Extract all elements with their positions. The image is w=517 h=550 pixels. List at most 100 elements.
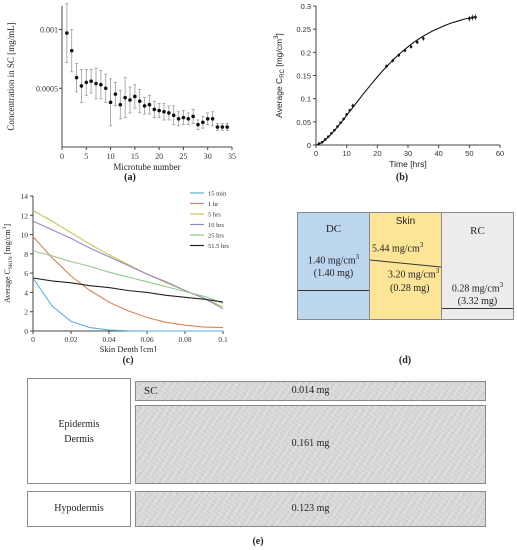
data-point-a-5	[89, 79, 93, 83]
rc-level-line	[442, 308, 513, 309]
data-point-b-12	[385, 64, 388, 68]
x-tick-label-a-0: 0	[60, 152, 64, 161]
y-axis-label-b-part-1: RC	[280, 68, 286, 77]
panel-label-a: (a)	[124, 172, 136, 183]
series-line-c-1	[32, 236, 224, 329]
sc-label: SC	[144, 385, 158, 397]
legend-label-c-3: 10 hrs	[208, 222, 225, 229]
chart-c: 0 0.02 0.04 0.06 0.08 0.1 0 2 4 6 8 10 12 14 15 min 1 h…	[2, 191, 229, 353]
data-point-a-20	[162, 109, 166, 114]
dc-compartment: DC 1.40 mg/cm3 (1.40 mg)	[297, 212, 370, 320]
data-point-a-26	[191, 114, 195, 119]
y-tick-label-c-6: 12	[21, 211, 29, 220]
data-point-a-22	[171, 113, 176, 118]
y-tick-label-c-0: 0	[24, 327, 28, 336]
y-axis-label-c-part-3: 3	[2, 226, 8, 229]
data-point-a-1	[69, 48, 74, 53]
rc-title: RC	[470, 225, 485, 237]
data-point-b-5	[333, 128, 336, 132]
series-line-c-5	[32, 277, 224, 303]
data-point-a-16	[142, 104, 147, 108]
skin-title: Skin	[395, 216, 416, 227]
series-line-c-4	[32, 250, 224, 304]
x-tick-label-a-2: 10	[107, 152, 115, 161]
data-point-a-28	[201, 120, 205, 125]
y-tick-label-c-3: 6	[24, 269, 28, 278]
diagram-d: DC 1.40 mg/cm3 (1.40 mg) Skin 5.44 mg/cm…	[297, 212, 514, 320]
dermis-value: 0.161 mg	[291, 438, 330, 449]
data-point-a-15	[137, 99, 142, 103]
legend-label-c-5: 51.5 hrs	[208, 243, 229, 250]
y-tick-label-c-5: 10	[21, 231, 29, 240]
x-tick-label-a-5: 25	[179, 152, 187, 161]
data-point-a-25	[186, 117, 191, 121]
y-axis-label-c-part-2: [mg/cm	[3, 229, 12, 257]
dc-mass: (1.40 mg)	[313, 268, 354, 279]
data-point-a-19	[157, 108, 161, 113]
data-point-b-0	[317, 142, 321, 145]
series-line-c-3	[32, 220, 224, 310]
rc-concentration: 0.28 mg/cm3	[451, 281, 504, 295]
sc-value: 0.014 mg	[291, 385, 330, 396]
data-point-a-33	[225, 125, 229, 129]
data-point-a-31	[215, 125, 220, 129]
data-point-b-16	[409, 45, 413, 49]
x-tick-label-a-1: 5	[84, 152, 88, 161]
data-point-a-4	[84, 80, 89, 85]
data-point-b-9	[345, 113, 348, 116]
data-point-a-7	[99, 82, 103, 87]
data-point-a-9	[108, 100, 113, 105]
panel-label-c: (c)	[122, 355, 134, 366]
x-tick-label-b-3: 30	[404, 149, 412, 158]
data-point-b-15	[403, 49, 407, 52]
skin-gradient-line	[370, 259, 441, 268]
data-point-a-17	[147, 102, 152, 107]
data-point-a-6	[94, 81, 98, 86]
dc-concentration: 1.40 mg/cm3	[307, 253, 360, 267]
x-tick-label-b-2: 20	[373, 149, 381, 158]
x-tick-label-c-4: 0.08	[178, 335, 191, 344]
y-tick-label-b-3: 0.15	[296, 72, 311, 81]
chart-b: 0 10 20 30 40 50 60 0 0.05 0.1 0.15 0.2 0.25 0.3 Time …	[274, 2, 504, 169]
data-point-a-24	[181, 115, 186, 120]
y-tick-label-b-0: 0	[307, 141, 311, 150]
hypodermis-label-box: Hypodermis	[27, 491, 131, 527]
x-axis-label-b: Time [hrs]	[389, 159, 426, 169]
data-point-a-27	[196, 122, 200, 127]
data-point-b-19	[468, 17, 471, 20]
y-axis-label-b-part-0: Average C	[274, 78, 284, 118]
dermis-label: Dermis	[64, 434, 94, 445]
data-point-a-8	[103, 86, 108, 91]
diagram-e: Epidermis Dermis SC 0.014 mg 0.161 mg Hy…	[0, 370, 517, 550]
epidermis-label: Epidermis	[58, 419, 100, 430]
x-tick-label-a-4: 20	[155, 152, 163, 161]
x-tick-label-b-0: 0	[314, 149, 318, 158]
data-point-b-14	[397, 53, 401, 57]
data-point-b-2	[323, 138, 327, 141]
x-axis-label-a: Microtube number	[113, 162, 180, 170]
data-point-a-13	[128, 98, 132, 102]
y-axis-label-b-part-3: 3	[274, 35, 280, 39]
y-axis-label-b-part-2: [mg/cm	[274, 39, 284, 69]
data-point-b-10	[348, 108, 352, 112]
x-tick-label-a-7: 35	[228, 152, 236, 161]
dc-title: DC	[325, 223, 342, 235]
x-tick-label-c-5: 0.1	[218, 335, 228, 344]
x-axis-label-c: Skin Depth [cm]	[100, 344, 157, 352]
y-axis-label-c-part-4: ]	[3, 224, 12, 227]
y-tick-label-c-7: 14	[21, 192, 29, 201]
hypodermis-value: 0.123 mg	[291, 503, 330, 514]
x-tick-label-c-0: 0	[31, 335, 35, 344]
series-line-c-0	[32, 277, 223, 332]
y-axis-label-c: Average CSKIN [mg/cm3]	[2, 224, 14, 303]
y-tick-label-b-6: 0.3	[301, 2, 311, 11]
data-point-b-1	[320, 140, 324, 144]
data-point-a-32	[220, 125, 225, 129]
data-point-a-18	[152, 107, 157, 112]
x-tick-label-b-6: 60	[496, 149, 504, 158]
panel-label-b: (b)	[395, 172, 409, 183]
data-point-a-30	[210, 117, 215, 121]
y-axis-label-b: Average CRC [mg/cm3]	[274, 33, 286, 118]
y-tick-label-c-4: 8	[24, 250, 28, 259]
data-point-a-3	[79, 84, 84, 88]
